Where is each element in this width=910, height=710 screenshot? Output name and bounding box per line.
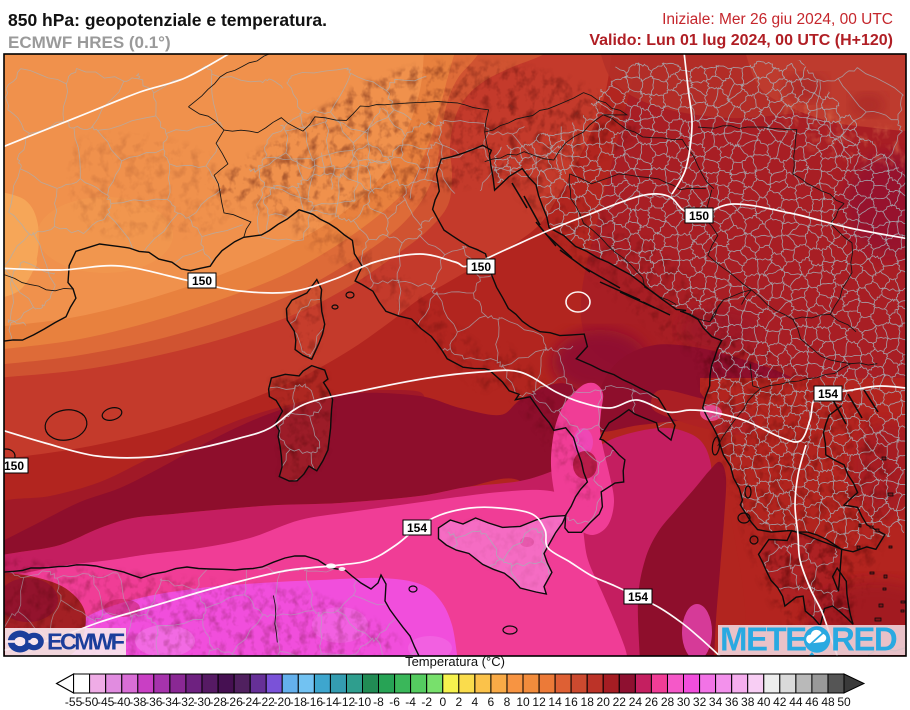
svg-text:-4: -4 <box>405 695 416 709</box>
svg-text:-32: -32 <box>177 695 195 709</box>
svg-text:20: 20 <box>597 695 611 709</box>
svg-text:-28: -28 <box>209 695 227 709</box>
svg-text:50: 50 <box>837 695 851 709</box>
svg-text:-24: -24 <box>242 695 260 709</box>
svg-text:-12: -12 <box>338 695 356 709</box>
svg-text:RED: RED <box>831 621 897 658</box>
svg-text:40: 40 <box>757 695 771 709</box>
svg-text:-14: -14 <box>322 695 340 709</box>
svg-text:150: 150 <box>4 459 24 473</box>
svg-text:-22: -22 <box>258 695 276 709</box>
svg-text:-8: -8 <box>373 695 384 709</box>
svg-text:14: 14 <box>548 695 562 709</box>
svg-text:-45: -45 <box>97 695 115 709</box>
svg-text:38: 38 <box>741 695 755 709</box>
svg-text:8: 8 <box>504 695 511 709</box>
svg-text:-2: -2 <box>421 695 432 709</box>
svg-text:-6: -6 <box>389 695 400 709</box>
svg-text:154: 154 <box>628 590 648 604</box>
svg-text:ECMWF: ECMWF <box>47 629 125 655</box>
svg-text:32: 32 <box>693 695 707 709</box>
svg-text:154: 154 <box>407 521 427 535</box>
svg-text:2: 2 <box>455 695 462 709</box>
svg-text:-26: -26 <box>225 695 243 709</box>
svg-text:150: 150 <box>192 274 212 288</box>
svg-text:24: 24 <box>629 695 643 709</box>
svg-text:-40: -40 <box>113 695 131 709</box>
svg-text:-55: -55 <box>65 695 83 709</box>
svg-text:-50: -50 <box>81 695 99 709</box>
svg-text:36: 36 <box>725 695 739 709</box>
svg-text:42: 42 <box>773 695 787 709</box>
svg-text:150: 150 <box>689 209 709 223</box>
svg-text:4: 4 <box>472 695 479 709</box>
svg-text:0: 0 <box>439 695 446 709</box>
svg-text:-10: -10 <box>354 695 372 709</box>
svg-text:150: 150 <box>471 260 491 274</box>
svg-text:12: 12 <box>532 695 546 709</box>
svg-text:-36: -36 <box>145 695 163 709</box>
svg-text:-16: -16 <box>306 695 324 709</box>
svg-text:16: 16 <box>564 695 578 709</box>
svg-text:22: 22 <box>613 695 627 709</box>
svg-text:METE: METE <box>720 621 806 658</box>
svg-text:18: 18 <box>581 695 595 709</box>
svg-text:26: 26 <box>645 695 659 709</box>
svg-text:6: 6 <box>488 695 495 709</box>
svg-text:154: 154 <box>818 387 838 401</box>
svg-text:48: 48 <box>821 695 835 709</box>
svg-text:10: 10 <box>516 695 530 709</box>
svg-text:-34: -34 <box>161 695 179 709</box>
svg-text:-38: -38 <box>129 695 147 709</box>
svg-text:30: 30 <box>677 695 691 709</box>
svg-text:-30: -30 <box>193 695 211 709</box>
svg-text:44: 44 <box>789 695 803 709</box>
svg-text:46: 46 <box>805 695 819 709</box>
svg-text:-20: -20 <box>274 695 292 709</box>
svg-text:-18: -18 <box>290 695 308 709</box>
svg-text:28: 28 <box>661 695 675 709</box>
svg-text:34: 34 <box>709 695 723 709</box>
